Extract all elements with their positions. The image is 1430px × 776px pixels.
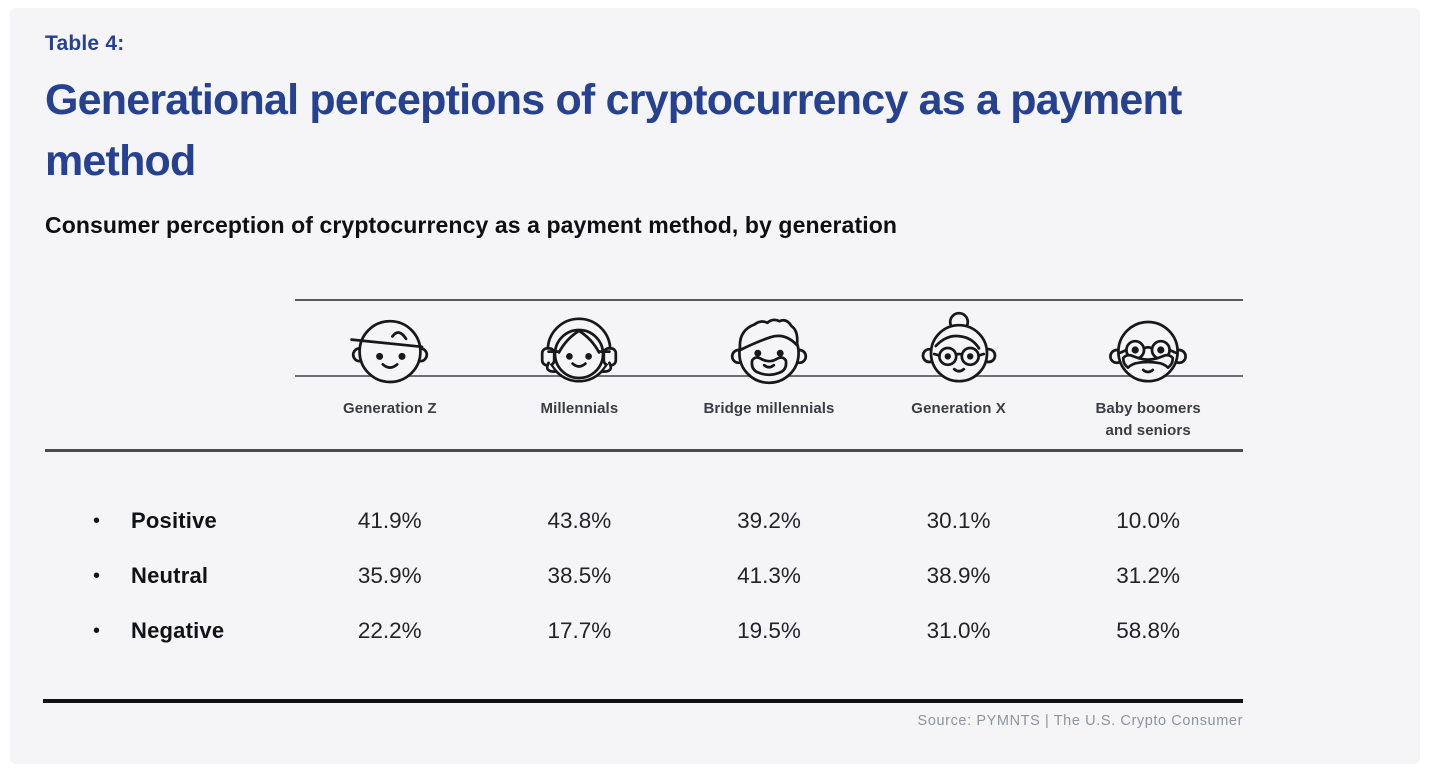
column-label: Generation X [911, 400, 1006, 417]
table-row-negative: • Negative 22.2% 17.7% 19.5% 31.0% 58.8% [45, 615, 1243, 647]
millennials-avatar-icon [541, 317, 618, 383]
row-values: 35.9% 38.5% 41.3% 38.9% 31.2% [295, 560, 1243, 592]
table-cell: 19.5% [737, 618, 801, 643]
header-top-rule [295, 299, 1243, 301]
table-cell: 41.3% [737, 563, 801, 588]
baby-boomers-avatar-icon [1109, 320, 1188, 383]
table-cell: 17.7% [547, 618, 612, 643]
table-cell: 58.8% [1116, 618, 1181, 643]
table-cell: 31.2% [1116, 563, 1181, 588]
column-generation-z: Generation Z [295, 310, 485, 442]
table-cell: 10.0% [1116, 508, 1181, 533]
column-generation-x: Generation X [864, 310, 1054, 442]
row-values: 41.9% 43.8% 39.2% 30.1% 10.0% [295, 505, 1243, 537]
table-row-neutral: • Neutral 35.9% 38.5% 41.3% 38.9% 31.2% [45, 560, 1243, 592]
column-bridge-millennials: Bridge millennials [674, 310, 864, 442]
page-title: Generational perceptions of cryptocurren… [45, 76, 1182, 186]
table-cell: 41.9% [357, 508, 422, 533]
bullet-icon: • [93, 565, 101, 587]
table-cell: 38.9% [926, 563, 991, 588]
column-label: Millennials [540, 400, 619, 417]
row-label: Negative [131, 618, 225, 643]
table-cell: 22.2% [357, 618, 422, 643]
table-cell: 35.9% [357, 563, 422, 588]
row-values: 22.2% 17.7% 19.5% 31.0% 58.8% [295, 615, 1243, 647]
row-label: Neutral [131, 563, 209, 588]
column-label: Baby boomers and seniors [1095, 400, 1201, 439]
column-header-row: Generation Z [295, 310, 1243, 442]
bullet-icon: • [93, 510, 101, 532]
generation-z-avatar-icon [350, 319, 428, 384]
table-cell: 38.5% [547, 563, 612, 588]
table-cell: 39.2% [737, 508, 801, 533]
table-cell: 43.8% [547, 508, 612, 533]
row-label: Positive [131, 508, 217, 533]
column-millennials: Millennials [485, 310, 675, 442]
table-cell: 30.1% [926, 508, 991, 533]
column-baby-boomers: Baby boomers and seniors [1053, 310, 1243, 442]
bullet-icon: • [93, 620, 101, 642]
table-top-rule [45, 449, 1243, 452]
column-label: Bridge millennials [703, 400, 835, 417]
bridge-millennials-avatar-icon [730, 318, 808, 385]
table-bottom-rule [43, 699, 1243, 703]
table-cell: 31.0% [926, 618, 991, 643]
page-subtitle: Consumer perception of cryptocurrency as… [45, 212, 898, 238]
source-attribution: Source: PYMNTS | The U.S. Crypto Consume… [917, 713, 1243, 729]
column-label: Generation Z [342, 400, 437, 417]
table-row-positive: • Positive 41.9% 43.8% 39.2% 30.1% 10.0% [45, 505, 1243, 537]
figure-panel: Table 4: Generational perceptions of cry… [10, 8, 1420, 764]
table-number: Table 4: [45, 32, 125, 55]
generation-x-avatar-icon [921, 311, 996, 383]
